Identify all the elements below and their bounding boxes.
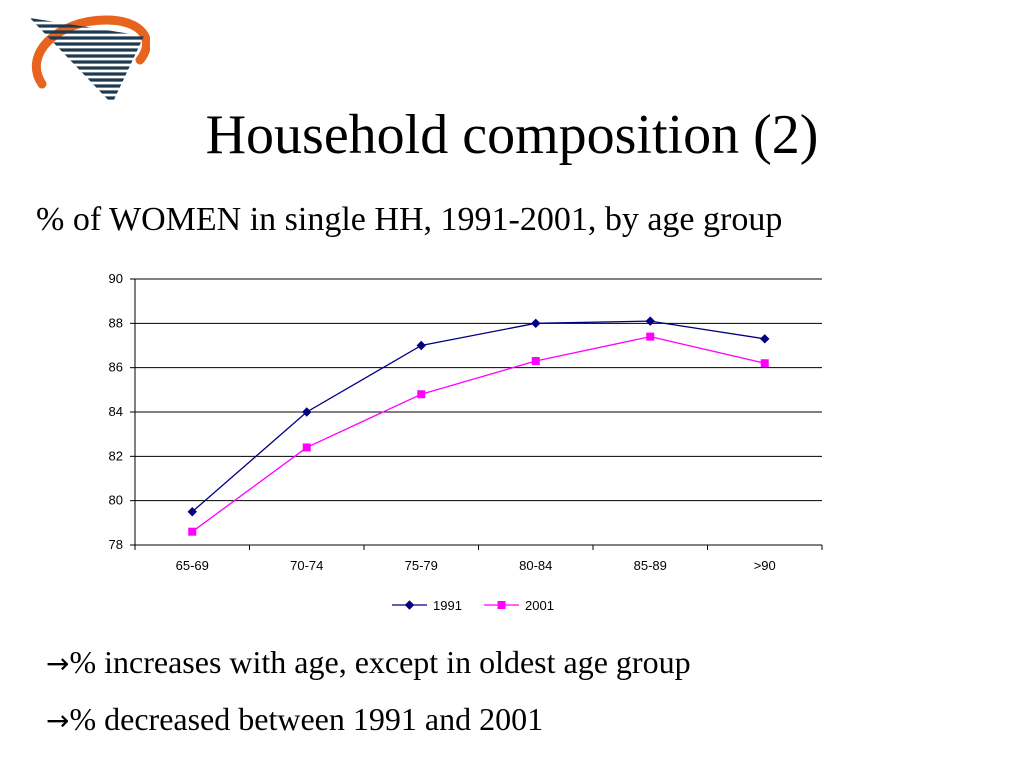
y-tick-label: 78 bbox=[109, 537, 123, 552]
series-2001-line bbox=[191, 335, 765, 533]
x-tick-label: 65-69 bbox=[176, 558, 209, 573]
slide-subtitle: % of WOMEN in single HH, 1991-2001, by a… bbox=[36, 201, 783, 238]
series-2001-point bbox=[188, 527, 197, 536]
x-tick-labels: 65-69 70-74 75-79 80-84 85-89 >90 bbox=[176, 558, 776, 573]
y-tick-label: 80 bbox=[109, 493, 123, 508]
legend: 1991 2001 bbox=[392, 598, 554, 613]
series-2001-point bbox=[760, 359, 769, 368]
bullet-2-text: % decreased between 1991 and 2001 bbox=[69, 701, 544, 737]
y-tick-labels: 78 80 82 84 86 88 90 bbox=[109, 271, 123, 552]
series-1991-line bbox=[191, 320, 765, 513]
arrow-right-icon: → bbox=[46, 647, 70, 680]
y-tick-label: 82 bbox=[109, 448, 123, 463]
legend-1991-label: 1991 bbox=[433, 598, 462, 613]
series-1991-point bbox=[187, 507, 197, 517]
series-1991-point bbox=[416, 340, 426, 351]
bullet-2: →% decreased between 1991 and 2001 bbox=[46, 699, 543, 741]
legend-2001-label: 2001 bbox=[525, 598, 554, 613]
series-1991-point bbox=[302, 407, 312, 417]
legend-1991-marker bbox=[404, 600, 415, 610]
x-tick-label: 85-89 bbox=[634, 558, 667, 573]
x-tick-label: 80-84 bbox=[519, 558, 552, 573]
bullet-1-text: % increases with age, except in oldest a… bbox=[69, 644, 691, 680]
axes bbox=[130, 278, 823, 550]
y-tick-label: 86 bbox=[109, 360, 123, 375]
line-chart: 78 80 82 84 86 88 90 65-69 70-74 75-79 80-84 85-89… bbox=[109, 271, 823, 613]
series-lines bbox=[187, 316, 770, 536]
series-2001-point bbox=[531, 357, 540, 366]
slide-title: Household composition (2) bbox=[205, 104, 819, 166]
x-tick-label: >90 bbox=[754, 558, 776, 573]
series-1991-point bbox=[645, 316, 655, 326]
bullet-1: →% increases with age, except in oldest … bbox=[46, 642, 691, 684]
x-tick-label: 75-79 bbox=[405, 558, 438, 573]
x-tick-label: 70-74 bbox=[290, 558, 323, 573]
series-2001-point bbox=[302, 443, 311, 452]
series-1991-point bbox=[531, 318, 541, 329]
arrow-right-icon: → bbox=[46, 704, 70, 737]
series-2001-point bbox=[417, 390, 426, 399]
series-2001-point bbox=[646, 332, 655, 341]
y-tick-label: 90 bbox=[109, 271, 123, 286]
gridlines bbox=[135, 278, 822, 502]
legend-2001-marker bbox=[497, 601, 506, 609]
y-tick-label: 84 bbox=[109, 404, 123, 419]
logo-icon bbox=[30, 15, 150, 100]
y-tick-label: 88 bbox=[109, 315, 123, 330]
series-1991-point bbox=[760, 334, 770, 344]
